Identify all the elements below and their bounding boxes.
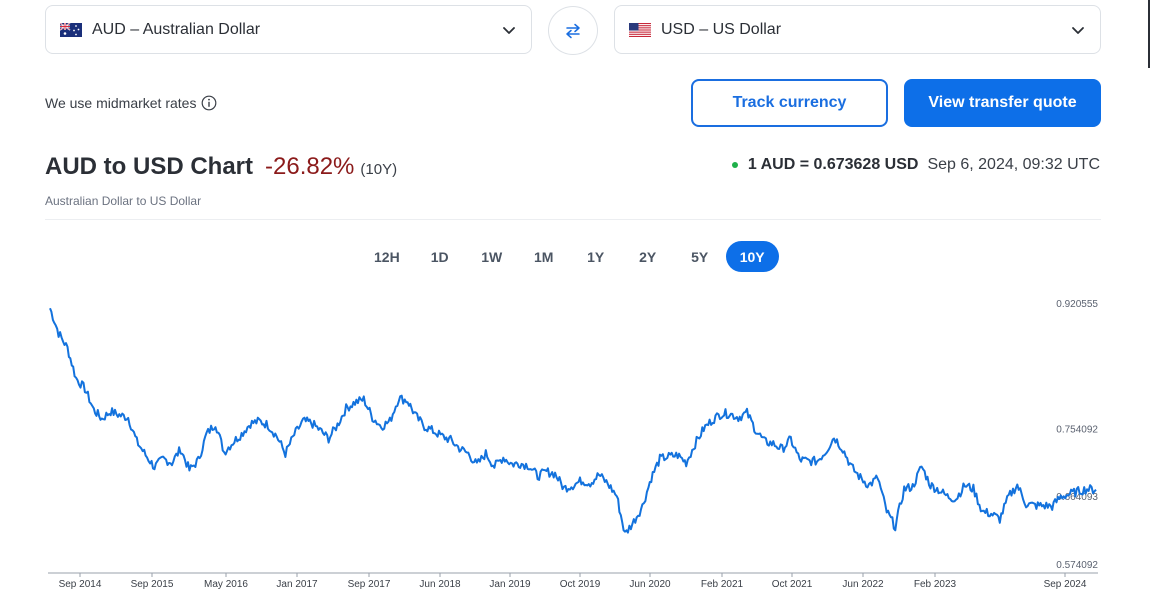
x-tick-label: May 2016: [204, 579, 248, 590]
x-tick-label: Sep 2024: [1044, 579, 1087, 590]
period-tabs: 12H 1D 1W 1M 1Y 2Y 5Y 10Y: [360, 241, 779, 272]
y-tick-label: 0.664093: [1056, 492, 1098, 503]
tab-2y[interactable]: 2Y: [639, 248, 657, 265]
tab-10y[interactable]: 10Y: [725, 241, 779, 272]
tab-5y[interactable]: 5Y: [691, 248, 709, 265]
scrollbar[interactable]: [1148, 0, 1150, 68]
view-transfer-quote-button[interactable]: View transfer quote: [904, 79, 1101, 127]
midmarket-note: We use midmarket rates: [45, 95, 217, 111]
rate-timestamp: Sep 6, 2024, 09:32 UTC: [927, 156, 1100, 173]
y-tick-label: 0.574092: [1056, 560, 1098, 571]
info-icon[interactable]: [201, 95, 217, 111]
x-tick-label: Oct 2021: [772, 579, 813, 590]
x-tick-label: Oct 2019: [560, 579, 601, 590]
chevron-down-icon: [1072, 27, 1084, 34]
swap-arrows-icon: [566, 23, 580, 38]
track-currency-button[interactable]: Track currency: [691, 79, 888, 127]
to-currency-select[interactable]: USD – US Dollar: [614, 5, 1101, 54]
tab-1d[interactable]: 1D: [430, 248, 449, 265]
from-currency-label: AUD – Australian Dollar: [92, 20, 261, 38]
exchange-rate-chart[interactable]: 0.920555 0.754092 0.664093 0.574092 Sep 201…: [0, 290, 1150, 593]
chevron-down-icon: [503, 27, 515, 34]
rate-value: 1 AUD = 0.673628 USD: [747, 156, 919, 173]
x-tick-label: Sep 2015: [131, 579, 174, 590]
tab-1w[interactable]: 1W: [481, 248, 503, 265]
change-period: (10Y): [360, 161, 398, 178]
swap-currencies-button[interactable]: [548, 6, 598, 55]
chart-subtitle: Australian Dollar to US Dollar: [45, 194, 202, 208]
divider: [45, 219, 1101, 220]
x-tick-label: Jan 2019: [489, 579, 531, 590]
australia-flag-icon: [60, 22, 82, 37]
y-tick-label: 0.754092: [1056, 424, 1098, 435]
tab-1y[interactable]: 1Y: [587, 248, 605, 265]
x-tick-label: Feb 2023: [914, 579, 957, 590]
midmarket-text: We use midmarket rates: [45, 95, 197, 111]
chart-heading: AUD to USD Chart -26.82% (10Y): [45, 153, 397, 181]
y-tick-label: 0.920555: [1056, 299, 1098, 310]
x-tick-label: Jun 2020: [629, 579, 671, 590]
usa-flag-icon: [629, 22, 651, 37]
x-tick-label: Feb 2021: [701, 579, 744, 590]
tab-12h[interactable]: 12H: [374, 248, 400, 265]
x-tick-label: Jun 2018: [419, 579, 461, 590]
page-title: AUD to USD Chart: [45, 153, 253, 180]
x-tick-label: Jun 2022: [842, 579, 884, 590]
x-tick-label: Jan 2017: [276, 579, 318, 590]
rate-series-line: [49, 307, 1097, 534]
live-indicator-icon: [731, 162, 738, 168]
x-tick-label: Sep 2017: [348, 579, 391, 590]
change-percent: -26.82%: [265, 153, 355, 180]
to-currency-label: USD – US Dollar: [661, 20, 782, 38]
from-currency-select[interactable]: AUD – Australian Dollar: [45, 5, 532, 54]
current-rate: 1 AUD = 0.673628 USD Sep 6, 2024, 09:32 …: [731, 156, 1100, 174]
tab-1m[interactable]: 1M: [533, 248, 554, 265]
x-tick-label: Sep 2014: [59, 579, 102, 590]
